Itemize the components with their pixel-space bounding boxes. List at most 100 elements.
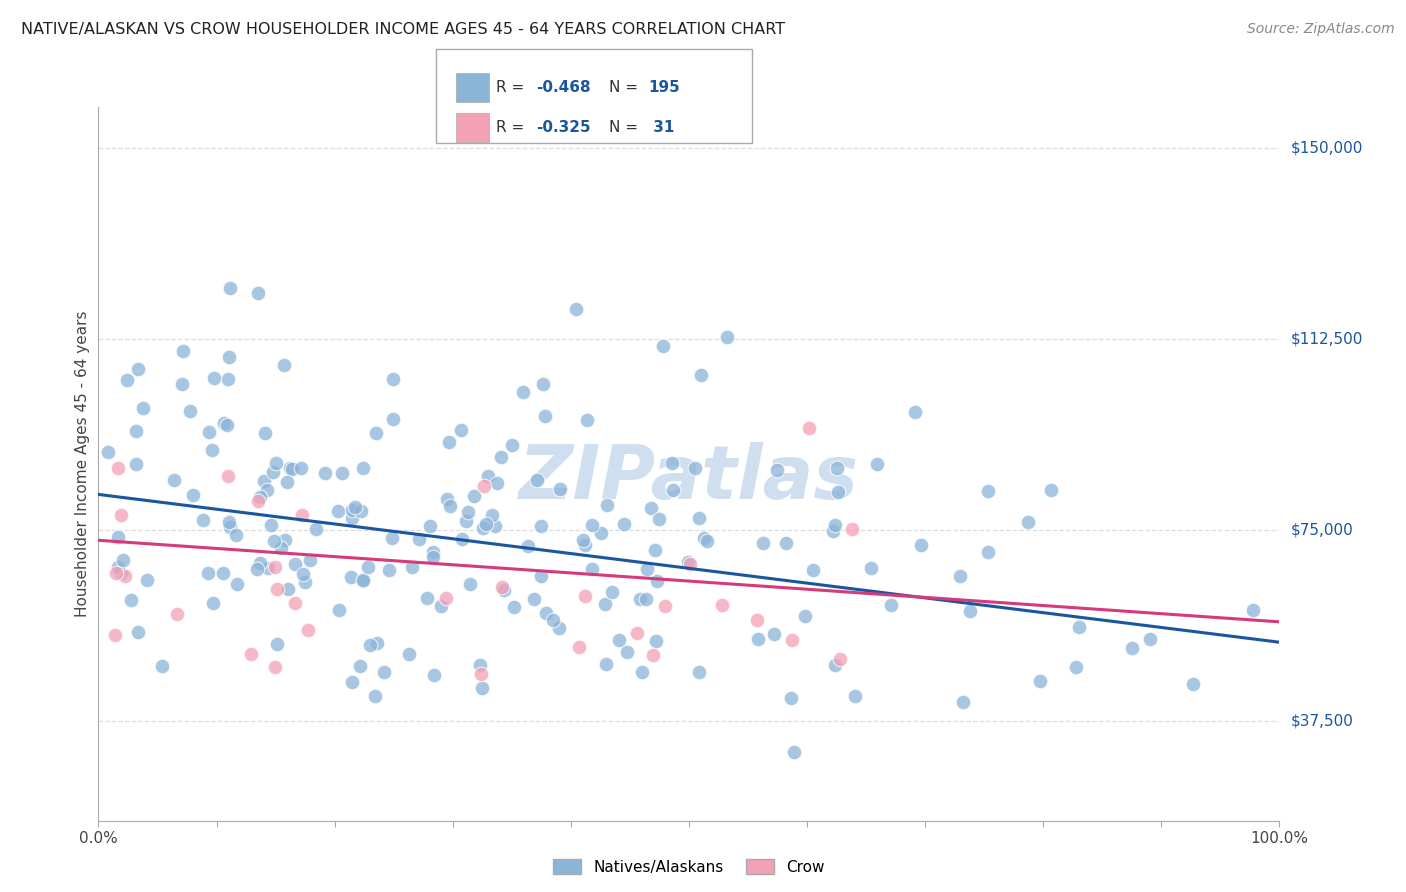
Point [97,444,120,458]
Point [827,485,849,500]
Point [200,443,222,458]
Point [824,517,846,532]
Point [135,573,157,587]
Point [821,524,844,539]
Point [626,626,648,640]
Point [253,425,276,440]
Point [824,657,846,672]
Point [581,562,603,576]
Point [349,658,371,673]
Point [825,461,848,475]
Point [949,569,972,583]
Y-axis label: Householder Income Ages 45 - 64 years: Householder Income Ages 45 - 64 years [75,310,90,617]
Point [197,566,219,581]
Point [1039,483,1062,497]
Point [201,596,224,610]
Point [631,665,654,679]
Point [595,657,617,672]
Point [534,606,557,620]
Point [328,503,350,517]
Point [548,482,571,496]
Point [366,636,388,650]
Text: $75,000: $75,000 [1291,523,1354,538]
Point [107,530,129,544]
Point [471,681,494,696]
Point [218,515,240,529]
Point [766,463,789,477]
Point [780,690,803,705]
Point [471,521,494,535]
Point [104,628,127,642]
Point [439,499,461,513]
Point [125,424,148,438]
Point [1241,603,1264,617]
Point [104,566,127,581]
Point [503,600,526,615]
Text: ZIPatlas: ZIPatlas [519,442,859,515]
Point [654,599,676,613]
Point [641,648,664,662]
Point [127,625,149,640]
Point [373,665,395,680]
Point [127,361,149,376]
Point [378,564,401,578]
Point [218,350,240,364]
Point [794,609,817,624]
Point [688,665,710,679]
Point [264,560,287,574]
Point [574,589,596,603]
Point [628,591,651,606]
Point [472,478,495,492]
Point [517,539,540,553]
Point [841,522,863,536]
Point [198,425,221,440]
Point [775,536,797,550]
Point [526,473,548,487]
Point [600,585,623,599]
Point [219,520,242,534]
Point [661,456,683,470]
Point [181,488,204,502]
Point [172,344,194,359]
Point [381,411,404,425]
Point [491,580,513,594]
Point [111,553,134,567]
Point [747,632,769,646]
Point [277,582,299,596]
Point [256,483,278,498]
Point [211,566,233,581]
Point [246,561,269,575]
Point [436,492,458,507]
Point [1017,515,1039,529]
Point [548,621,571,635]
Point [636,562,658,576]
Point [247,494,270,508]
Point [844,689,866,703]
Point [613,517,636,532]
Point [454,514,477,528]
Text: $37,500: $37,500 [1291,714,1354,729]
Point [568,640,591,655]
Point [218,281,240,295]
Point [266,582,288,596]
Point [340,502,363,516]
Point [264,456,287,470]
Point [179,404,201,418]
Legend: Natives/Alaskans, Crow: Natives/Alaskans, Crow [547,853,831,880]
Point [451,532,474,546]
Point [607,633,630,648]
Point [226,577,249,591]
Point [193,512,215,526]
Point [249,556,271,570]
Point [644,543,666,558]
Point [107,460,129,475]
Point [689,368,711,383]
Point [696,534,718,549]
Point [408,532,430,546]
Point [352,573,374,587]
Point [470,667,492,681]
Point [976,545,998,559]
Point [434,591,457,605]
Point [484,519,506,533]
Point [576,413,599,427]
